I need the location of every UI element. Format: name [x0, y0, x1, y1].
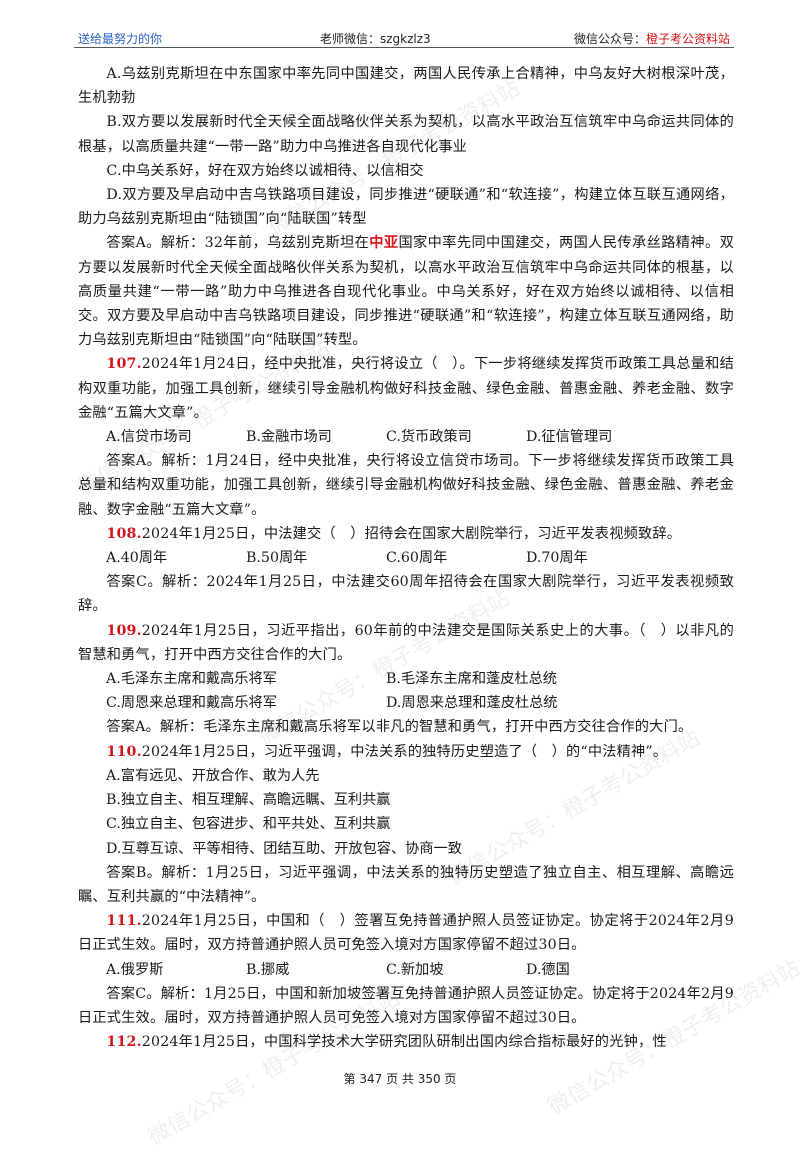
question-stem: 109.2024年1月25日，习近平指出，60年前的中法建交是国际关系史上的大事…	[78, 619, 734, 667]
question-number: 112.	[106, 1034, 142, 1051]
option-c: C.独立自主、包容进步、和平共处、互利共赢	[106, 816, 391, 833]
question-text: 2024年1月25日，中国和（ ）签署互免持普通护照人员签证协定。协定将于202…	[78, 913, 734, 954]
answer-explanation: 答案A。解析：1月24日，经中央批准，央行将设立信贷市场司。下一步将继续发挥货币…	[78, 453, 734, 518]
option-a: A.乌兹别克斯坦在中东国家中率先同中国建交，两国人民传承上合精神，中乌友好大树根…	[78, 66, 734, 107]
question-number: 110.	[106, 743, 142, 760]
answer-explanation: 答案C。解析：2024年1月25日，中法建交60周年招待会在国家大剧院举行，习近…	[78, 574, 734, 615]
option-d: D.德国	[526, 961, 570, 978]
option-a: A.40周年	[106, 550, 168, 567]
option-d: D.征信管理司	[526, 429, 613, 446]
answer-explanation: 答案A。解析：毛泽东主席和戴高乐将军以非凡的智慧和勇气，打开中西方交往合作的大门…	[106, 719, 693, 736]
option-d: D.双方要及早启动中吉乌铁路项目建设，同步推进“硬联通”和“软连接”，构建立体互…	[78, 187, 734, 228]
header-teacher-wechat: 老师微信：szgkzlz3	[320, 32, 431, 46]
option-c: C.中乌关系好，好在双方始终以诚相待、以信相交	[106, 162, 424, 179]
option-c: C.货币政策司	[386, 429, 472, 446]
question-text: 2024年1月25日，习近平强调，中法关系的独特历史塑造了（ ）的“中法精神”。	[141, 743, 668, 760]
question-text: 2024年1月25日，中国科学技术大学研究团队研制出国内综合指标最好的光钟，性	[141, 1034, 667, 1051]
question-number: 111.	[106, 913, 142, 930]
option-row: C.周恩来总理和戴高乐将军 D.周恩来总理和蓬皮杜总统	[78, 691, 734, 715]
option-a: A.毛泽东主席和戴高乐将军	[106, 671, 277, 688]
answer-text: 国家中率先同中国建交，两国人民传承丝路精神。双方要以发展新时代全天候全面战略伙伴…	[78, 235, 734, 349]
question-number: 107.	[106, 356, 142, 373]
option-row: A.信贷市场司 B.金融市场司 C.货币政策司 D.征信管理司	[78, 425, 734, 449]
answer-explanation: 答案A。解析：32年前，乌兹别克斯坦在中亚国家中率先同中国建交，两国人民传承丝路…	[78, 231, 734, 352]
option-b: B.独立自主、相互理解、高瞻远瞩、互利共赢	[106, 792, 391, 809]
question-stem: 110.2024年1月25日，习近平强调，中法关系的独特历史塑造了（ ）的“中法…	[78, 740, 734, 764]
option-b: B.挪威	[246, 961, 290, 978]
option-b: B.双方要以发展新时代全天候全面战略伙伴关系为契机，以高水平政治互信筑牢中乌命运…	[78, 114, 734, 155]
header-account-prefix: 微信公众号：	[573, 32, 646, 46]
option-a: A.信贷市场司	[106, 429, 192, 446]
option-d: D.互尊互谅、平等相待、团结互助、开放包容、协商一致	[106, 840, 462, 857]
option-b: B.毛泽东主席和蓬皮杜总统	[386, 671, 557, 688]
option-b: B.50周年	[246, 550, 308, 567]
question-text: 2024年1月24日，经中央批准，央行将设立（ ）。下一步将继续发挥货币政策工具…	[78, 356, 734, 421]
option-row: A.40周年 B.50周年 C.60周年 D.70周年	[78, 546, 734, 570]
option-c: C.新加坡	[386, 961, 444, 978]
option-row: A.毛泽东主席和戴高乐将军 B.毛泽东主席和蓬皮杜总统	[78, 667, 734, 691]
option-a: A.富有远见、开放合作、敢为人先	[106, 767, 320, 784]
option-c: C.60周年	[386, 550, 448, 567]
option-d: D.70周年	[526, 550, 588, 567]
document-body: A.乌兹别克斯坦在中东国家中率先同中国建交，两国人民传承上合精神，中乌友好大树根…	[78, 62, 734, 1054]
option-row: A.俄罗斯 B.挪威 C.新加坡 D.德国	[78, 958, 734, 982]
answer-explanation: 答案B。解析：1月25日，习近平强调，中法关系的独特历史塑造了独立自主、相互理解…	[78, 864, 734, 905]
question-number: 108.	[106, 525, 142, 542]
question-stem: 108.2024年1月25日，中法建交（ ）招待会在国家大剧院举行，习近平发表视…	[78, 522, 734, 546]
header-account-name: 橙子考公资料站	[645, 32, 730, 46]
header-divider	[74, 47, 734, 48]
question-number: 109.	[106, 622, 142, 639]
question-stem: 107.2024年1月24日，经中央批准，央行将设立（ ）。下一步将继续发挥货币…	[78, 352, 734, 425]
answer-text: 答案A。解析：32年前，乌兹别克斯坦在	[106, 235, 370, 252]
option-c: C.周恩来总理和戴高乐将军	[106, 695, 277, 712]
question-text: 2024年1月25日，习近平指出，60年前的中法建交是国际关系史上的大事。（ ）…	[78, 622, 734, 663]
option-d: D.周恩来总理和蓬皮杜总统	[386, 695, 558, 712]
header-official-account: 微信公众号：橙子考公资料站	[574, 30, 730, 47]
question-text: 2024年1月25日，中法建交（ ）招待会在国家大剧院举行，习近平发表视频致辞。	[141, 525, 682, 542]
header-slogan: 送给最努力的你	[78, 32, 163, 46]
option-b: B.金融市场司	[246, 429, 332, 446]
page-number: 第 347 页 共 350 页	[343, 1072, 457, 1086]
question-stem: 111.2024年1月25日，中国和（ ）签署互免持普通护照人员签证协定。协定将…	[78, 909, 734, 957]
option-a: A.俄罗斯	[106, 961, 164, 978]
answer-explanation: 答案C。解析：1月25日，中国和新加坡签署互免持普通护照人员签证协定。协定将于2…	[78, 985, 734, 1026]
page-header: 送给最努力的你 老师微信：szgkzlz3 微信公众号：橙子考公资料站	[0, 0, 800, 48]
question-stem: 112.2024年1月25日，中国科学技术大学研究团队研制出国内综合指标最好的光…	[78, 1030, 734, 1054]
highlighted-term: 中亚	[369, 235, 399, 252]
